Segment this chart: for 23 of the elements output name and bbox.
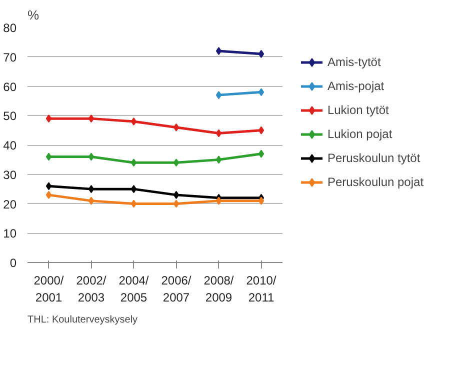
x-tick-label: 2010/ 2011: [246, 274, 277, 304]
legend-label: Amis-pojat: [327, 79, 384, 94]
y-tick-label: 40: [3, 138, 17, 152]
x-tick-label: 2008/ 2009: [204, 274, 234, 304]
legend-label: Lukion tytöt: [327, 103, 389, 118]
y-tick-label: 80: [3, 21, 17, 35]
x-tick-label: 2002/ 2003: [76, 274, 107, 304]
y-tick-label: 0: [10, 256, 17, 270]
y-tick-label: 60: [3, 80, 17, 94]
y-tick-label: 10: [3, 226, 17, 241]
y-tick-label: 30: [3, 168, 17, 182]
x-tick-label: 2000/ 2001: [34, 274, 64, 304]
y-tick-label: 70: [3, 50, 17, 64]
x-tick-label: 2006/ 2007: [161, 274, 192, 304]
y-axis-title: %: [28, 8, 40, 22]
x-tick-label: 2004/ 2005: [118, 274, 150, 304]
y-tick-label: 50: [3, 109, 17, 124]
legend-label: Lukion pojat: [327, 127, 392, 142]
text: THL: Kouluterveyskysely: [28, 314, 138, 326]
y-tick-label: 20: [3, 197, 17, 212]
legend-label: Peruskoulun pojat: [327, 175, 424, 190]
legend-label: Peruskoulun tytöt: [327, 151, 420, 166]
legend-label: Amis-tytöt: [327, 55, 381, 70]
